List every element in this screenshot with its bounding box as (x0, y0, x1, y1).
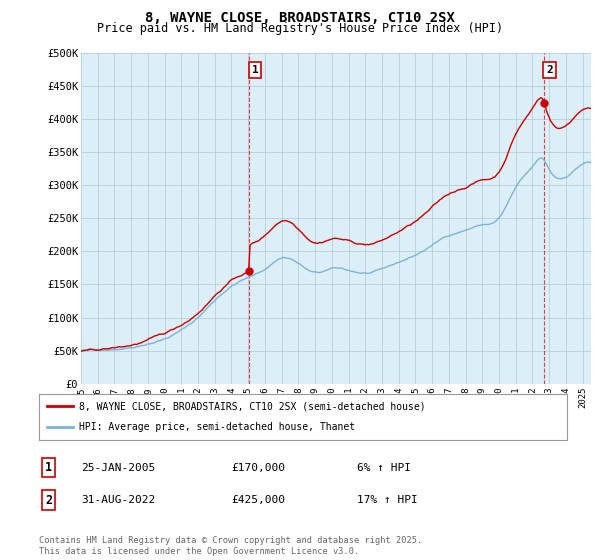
Text: 1: 1 (252, 65, 259, 75)
Text: 8, WAYNE CLOSE, BROADSTAIRS, CT10 2SX (semi-detached house): 8, WAYNE CLOSE, BROADSTAIRS, CT10 2SX (s… (79, 401, 425, 411)
Text: 2: 2 (546, 65, 553, 75)
Text: Price paid vs. HM Land Registry's House Price Index (HPI): Price paid vs. HM Land Registry's House … (97, 22, 503, 35)
Text: 1: 1 (45, 461, 52, 474)
Text: £170,000: £170,000 (231, 463, 285, 473)
Text: 2: 2 (45, 493, 52, 507)
Text: 6% ↑ HPI: 6% ↑ HPI (357, 463, 411, 473)
Text: Contains HM Land Registry data © Crown copyright and database right 2025.
This d: Contains HM Land Registry data © Crown c… (39, 536, 422, 556)
Text: 31-AUG-2022: 31-AUG-2022 (81, 495, 155, 505)
Text: £425,000: £425,000 (231, 495, 285, 505)
Text: 25-JAN-2005: 25-JAN-2005 (81, 463, 155, 473)
Text: 8, WAYNE CLOSE, BROADSTAIRS, CT10 2SX: 8, WAYNE CLOSE, BROADSTAIRS, CT10 2SX (145, 11, 455, 25)
Text: HPI: Average price, semi-detached house, Thanet: HPI: Average price, semi-detached house,… (79, 422, 355, 432)
Text: 17% ↑ HPI: 17% ↑ HPI (357, 495, 418, 505)
